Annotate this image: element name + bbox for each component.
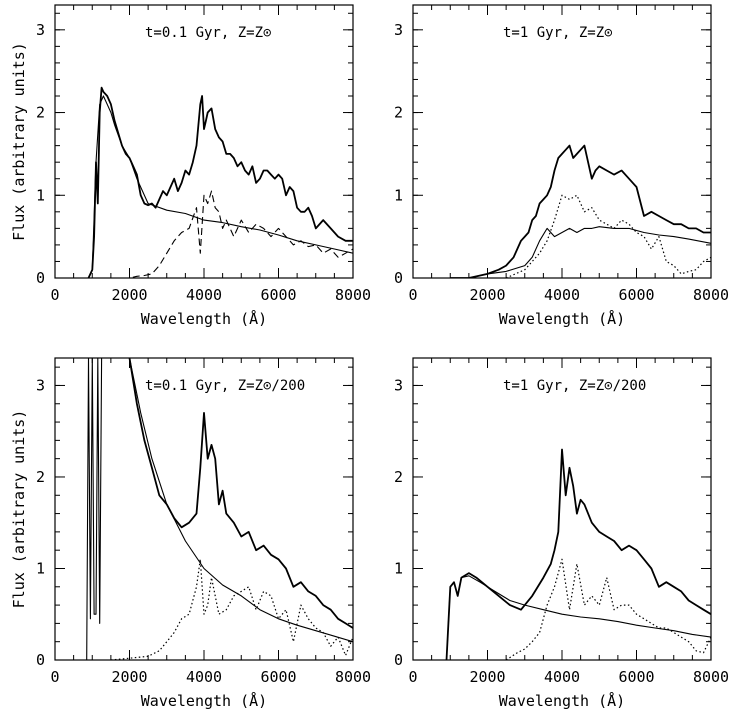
x-tick-label: 4000 bbox=[544, 668, 580, 686]
y-tick-label: 0 bbox=[36, 651, 45, 669]
chart-panel-3: 0 2000 4000 6000 8000 0 1 2 3 Wavelength (Å) Flux … bbox=[10, 357, 371, 710]
y-axis-label: Flux (arbitrary units) bbox=[10, 42, 28, 241]
y-tick-label: 2 bbox=[394, 104, 403, 122]
panel-label: t=0.1 Gyr, Z=Z⊙/200 bbox=[145, 378, 305, 394]
y-tick-label: 0 bbox=[394, 269, 403, 287]
series-line-2 bbox=[87, 95, 353, 278]
x-tick-label: 4000 bbox=[186, 286, 222, 304]
y-tick-label: 3 bbox=[394, 21, 403, 39]
x-tick-label: 0 bbox=[408, 668, 417, 686]
series-line-3 bbox=[505, 558, 711, 660]
y-tick-label: 1 bbox=[36, 559, 45, 577]
y-tick-label: 0 bbox=[394, 651, 403, 669]
y-tick-label: 2 bbox=[36, 104, 45, 122]
series-line-3 bbox=[110, 190, 353, 278]
y-tick-label: 3 bbox=[394, 376, 403, 394]
series-line-1 bbox=[450, 144, 711, 278]
chart-panel-4: 0 2000 4000 6000 8000 0 1 2 3 Wavelength (Å) t=1 G… bbox=[394, 357, 729, 710]
x-axis-label: Wavelength (Å) bbox=[499, 309, 625, 328]
y-tick-label: 1 bbox=[394, 186, 403, 204]
x-tick-label: 2000 bbox=[469, 668, 505, 686]
series-line-1 bbox=[87, 86, 353, 278]
series-group bbox=[87, 86, 353, 278]
series-group bbox=[445, 448, 711, 660]
x-tick-label: 0 bbox=[50, 668, 59, 686]
x-axis-label: Wavelength (Å) bbox=[141, 309, 267, 328]
x-tick-label: 2000 bbox=[111, 668, 147, 686]
plot-frame bbox=[412, 4, 712, 279]
series-line-2 bbox=[450, 226, 711, 278]
x-tick-label: 6000 bbox=[618, 668, 654, 686]
y-tick-label: 1 bbox=[36, 186, 45, 204]
x-tick-label: 2000 bbox=[469, 286, 505, 304]
series-line-3 bbox=[505, 194, 711, 278]
x-tick-label: 6000 bbox=[618, 286, 654, 304]
series-line-3 bbox=[110, 558, 353, 660]
x-axis-label: Wavelength (Å) bbox=[141, 691, 267, 710]
x-tick-label: 8000 bbox=[335, 286, 371, 304]
panel-label: t=1 Gyr, Z=Z⊙/200 bbox=[503, 378, 646, 394]
y-tick-label: 0 bbox=[36, 269, 45, 287]
y-tick-label: 2 bbox=[36, 468, 45, 486]
series-group bbox=[86, 358, 353, 660]
x-tick-label: 2000 bbox=[111, 286, 147, 304]
series-group bbox=[450, 144, 711, 278]
x-tick-label: 0 bbox=[408, 286, 417, 304]
chart-panel-1: 0 2000 4000 6000 8000 0 1 2 3 Wavelength (Å) Flux … bbox=[10, 4, 371, 328]
series-line-2 bbox=[445, 575, 711, 660]
y-axis-label: Flux (arbitrary units) bbox=[10, 410, 28, 609]
y-tick-label: 3 bbox=[36, 376, 45, 394]
x-tick-label: 4000 bbox=[544, 286, 580, 304]
x-axis-label: Wavelength (Å) bbox=[499, 691, 625, 710]
y-tick-label: 1 bbox=[394, 559, 403, 577]
series-line-1 bbox=[445, 448, 711, 660]
x-tick-label: 8000 bbox=[335, 668, 371, 686]
y-tick-label: 2 bbox=[394, 468, 403, 486]
y-tick-label: 3 bbox=[36, 21, 45, 39]
x-tick-label: 8000 bbox=[693, 668, 729, 686]
x-tick-label: 6000 bbox=[260, 668, 296, 686]
series-line-2 bbox=[86, 358, 353, 660]
x-tick-label: 8000 bbox=[693, 286, 729, 304]
x-tick-label: 4000 bbox=[186, 668, 222, 686]
panel-label: t=1 Gyr, Z=Z⊙ bbox=[503, 25, 613, 41]
chart-panel-2: 0 2000 4000 6000 8000 0 1 2 3 Wavelength (Å) t=1 G… bbox=[394, 4, 729, 328]
panel-label: t=0.1 Gyr, Z=Z⊙ bbox=[145, 25, 272, 41]
x-tick-label: 6000 bbox=[260, 286, 296, 304]
x-tick-label: 0 bbox=[50, 286, 59, 304]
